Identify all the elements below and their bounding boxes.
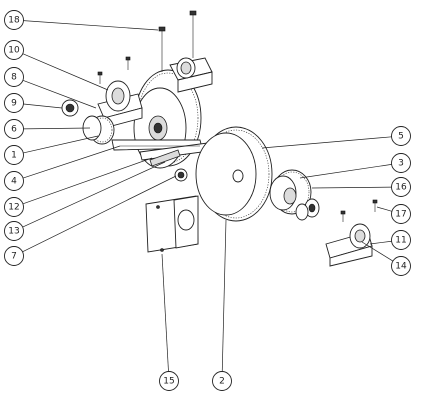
callout-number: 10	[8, 46, 20, 56]
callout-balloon	[159, 371, 179, 391]
callout-7: 7	[4, 175, 177, 266]
callout-leader-line	[361, 241, 394, 262]
callout-balloon	[4, 10, 24, 30]
callout-balloon	[4, 67, 24, 87]
callout-8: 8	[4, 67, 97, 109]
callout-number: 15	[163, 377, 174, 387]
callout-12: 12	[4, 157, 153, 217]
callout-6: 6	[4, 119, 91, 139]
callout-leader-line	[22, 157, 153, 205]
callout-number: 6	[11, 125, 17, 135]
bearing-left	[61, 99, 79, 117]
callout-number: 13	[8, 227, 19, 237]
callout-leader-line	[161, 253, 169, 372]
callout-3: 3	[299, 153, 411, 179]
pillow-block-upper-right	[169, 57, 213, 93]
callout-number: 8	[11, 73, 17, 83]
callout-leader-line	[22, 175, 177, 253]
callout-balloon	[4, 221, 24, 241]
callout-balloon	[4, 171, 24, 191]
callout-balloon	[4, 197, 24, 217]
callout-leader-line	[23, 20, 159, 31]
callout-10: 10	[4, 40, 109, 91]
callout-leader-line	[23, 103, 63, 109]
callout-leader-line	[369, 240, 392, 245]
pillow-block-right	[325, 199, 378, 267]
callout-balloon	[4, 119, 24, 139]
callout-balloon	[4, 93, 24, 113]
callout-number: 2	[219, 377, 225, 387]
callout-15: 15	[159, 253, 179, 391]
bolts	[97, 10, 197, 84]
callout-balloon	[391, 153, 411, 173]
callout-11: 11	[369, 230, 411, 250]
callout-leader-line	[23, 127, 91, 130]
callout-balloon	[391, 256, 411, 276]
callout-leader-line	[22, 53, 109, 91]
callout-leader-line	[22, 161, 166, 228]
callout-balloon	[391, 204, 411, 224]
callout-2: 2	[212, 219, 232, 391]
callout-17: 17	[376, 204, 411, 224]
callout-leader-line	[299, 164, 392, 179]
callout-balloon	[391, 230, 411, 250]
callout-balloon	[4, 246, 24, 266]
callout-balloon	[212, 371, 232, 391]
callout-balloon	[391, 177, 411, 197]
callout-number: 12	[8, 203, 19, 213]
callout-1: 1	[4, 135, 99, 165]
callout-number: 11	[395, 236, 406, 246]
callout-balloon	[4, 40, 24, 60]
mounting-plate	[145, 195, 199, 253]
callout-14: 14	[361, 241, 411, 276]
callout-leader-line	[261, 136, 392, 149]
callout-13: 13	[4, 161, 166, 241]
callout-leader-line	[311, 186, 392, 189]
callout-leader-line	[22, 80, 97, 109]
callout-number: 18	[8, 16, 20, 26]
callout-number: 4	[11, 177, 17, 187]
callout-leader-line	[22, 145, 121, 179]
callout-number: 1	[11, 151, 17, 161]
collar	[174, 168, 188, 182]
callout-4: 4	[4, 145, 121, 191]
bearing-right	[295, 198, 320, 221]
callout-leader-line	[23, 135, 99, 154]
callout-5: 5	[261, 126, 411, 149]
callout-number: 16	[395, 183, 407, 193]
callout-number: 7	[11, 252, 17, 262]
callout-number: 17	[395, 210, 406, 220]
callout-18: 18	[4, 10, 159, 31]
large-front-gear	[195, 126, 273, 222]
callout-number: 14	[395, 262, 407, 272]
medium-gear	[269, 169, 312, 215]
callout-balloon	[391, 126, 411, 146]
callout-leader-line	[376, 206, 392, 212]
small-pinion	[82, 115, 115, 145]
pillow-block-upper-left	[97, 80, 143, 129]
callout-balloon	[4, 145, 24, 165]
callout-number: 5	[398, 132, 404, 142]
callout-number: 3	[398, 159, 404, 169]
callout-number: 9	[11, 99, 17, 109]
callout-9: 9	[4, 93, 63, 113]
callout-leader-line	[221, 219, 227, 372]
callout-16: 16	[311, 177, 411, 197]
